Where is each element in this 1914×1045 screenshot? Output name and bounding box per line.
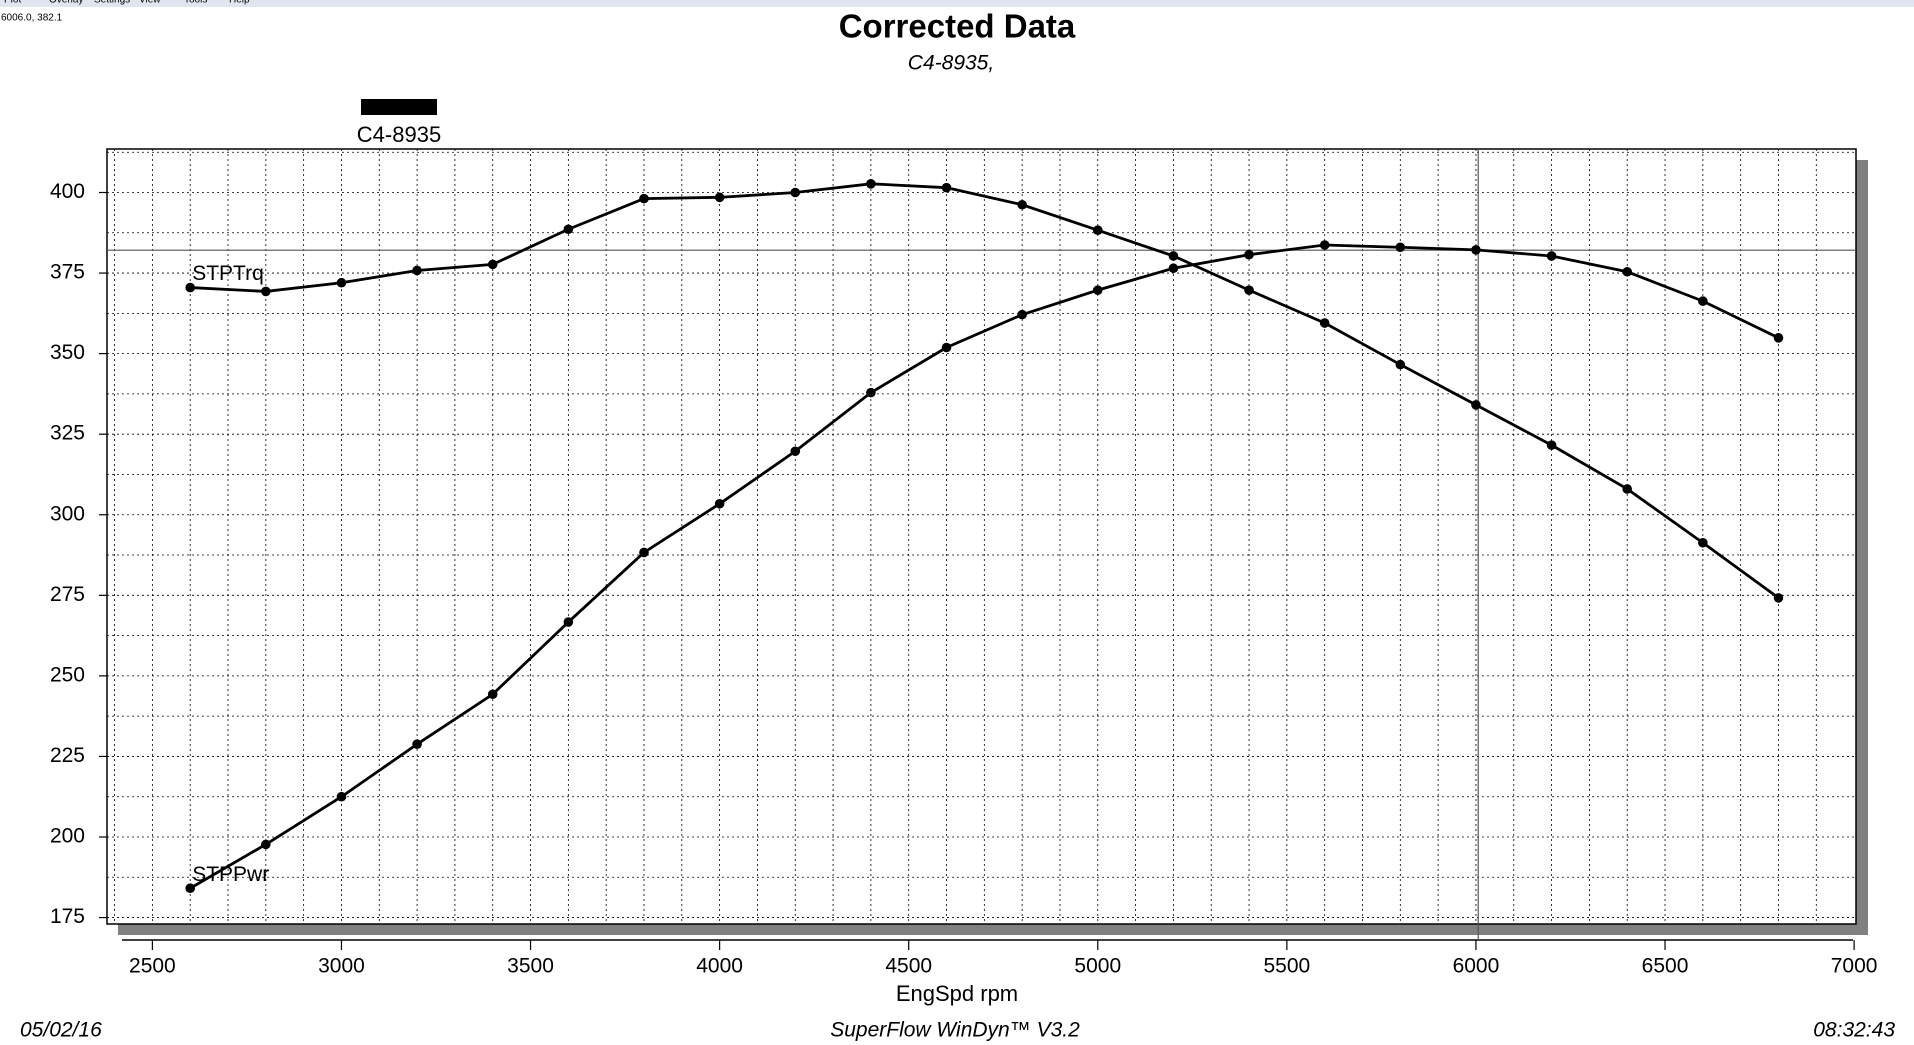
x-tick-label: 3500 bbox=[507, 955, 554, 978]
menu-bar bbox=[0, 0, 1914, 7]
data-point bbox=[185, 883, 195, 894]
data-point bbox=[1092, 225, 1103, 236]
series-line bbox=[190, 182, 1780, 600]
y-tick-label: 250 bbox=[50, 663, 85, 686]
data-point bbox=[1546, 251, 1557, 261]
data-point bbox=[714, 498, 725, 509]
legend-swatch bbox=[361, 99, 437, 115]
footer-software: SuperFlow WinDyn™ V3.2 bbox=[830, 1019, 1080, 1042]
data-point bbox=[1471, 245, 1481, 255]
data-point bbox=[563, 224, 574, 235]
data-point bbox=[487, 259, 498, 270]
footer-time: 08:32:43 bbox=[1813, 1019, 1895, 1042]
data-point bbox=[563, 617, 574, 627]
data-point bbox=[1244, 285, 1254, 295]
data-point bbox=[866, 387, 876, 398]
data-point bbox=[941, 342, 952, 353]
data-point bbox=[336, 277, 347, 288]
frame-shadow bbox=[118, 924, 1868, 935]
data-point bbox=[1698, 296, 1708, 306]
legend-label: C4-8935 bbox=[357, 122, 441, 147]
x-axis-label: EngSpd rpm bbox=[896, 981, 1018, 1006]
data-point bbox=[1622, 266, 1633, 277]
y-tick-label: 275 bbox=[50, 583, 85, 606]
data-point bbox=[1395, 242, 1406, 253]
data-point bbox=[1092, 285, 1103, 295]
data-point bbox=[1395, 359, 1406, 370]
data-point bbox=[1471, 400, 1481, 410]
menu-item: Help bbox=[229, 0, 250, 6]
menu: Plot Overlay Settings View Tools Help bbox=[4, 0, 250, 6]
chart-subtitle: C4-8935, bbox=[908, 52, 994, 75]
frame-shadow bbox=[1856, 160, 1868, 935]
menu-item: View bbox=[139, 0, 161, 6]
data-point bbox=[790, 187, 801, 198]
data-point bbox=[185, 282, 195, 293]
data-point bbox=[1168, 263, 1179, 274]
footer-date: 05/02/16 bbox=[20, 1019, 102, 1042]
x-tick-label: 5000 bbox=[1074, 955, 1121, 978]
data-point bbox=[639, 193, 649, 204]
data-point bbox=[261, 839, 271, 850]
y-tick-label: 225 bbox=[50, 744, 85, 767]
y-tick-label: 375 bbox=[50, 261, 85, 284]
cursor-readout: 6006.0, 382.1 bbox=[1, 13, 63, 24]
data-point bbox=[412, 739, 422, 749]
data-point bbox=[1622, 484, 1633, 494]
data-point bbox=[1017, 199, 1027, 210]
y-tick-label: 350 bbox=[50, 341, 85, 364]
menu-item: Plot bbox=[4, 0, 21, 6]
data-point bbox=[1319, 240, 1330, 250]
data-point bbox=[1319, 318, 1330, 328]
menu-item: Overlay bbox=[49, 0, 83, 6]
x-tick-label: 5500 bbox=[1264, 955, 1311, 978]
data-point bbox=[1698, 537, 1708, 548]
data-point bbox=[1017, 309, 1027, 320]
series-label: STPTrq bbox=[192, 262, 264, 285]
y-tick-label: 300 bbox=[50, 502, 85, 525]
x-tick-label: 6000 bbox=[1453, 955, 1500, 978]
x-tick-label: 4500 bbox=[885, 955, 932, 978]
data-point bbox=[261, 286, 271, 297]
series-label: STPPwr bbox=[192, 863, 269, 886]
menu-item: Settings bbox=[94, 0, 130, 6]
y-tick-label: 200 bbox=[50, 825, 85, 848]
data-point bbox=[866, 179, 876, 189]
chart-title: Corrected Data bbox=[839, 8, 1076, 45]
y-tick-label: 400 bbox=[50, 180, 85, 203]
y-tick-label: 175 bbox=[50, 905, 85, 928]
data-point bbox=[790, 446, 801, 457]
x-tick-label: 4000 bbox=[696, 955, 743, 978]
data-point bbox=[412, 265, 422, 276]
plot-frame bbox=[106, 148, 1857, 925]
series-line bbox=[189, 243, 1780, 890]
data-point bbox=[336, 791, 347, 802]
data-point bbox=[1168, 251, 1179, 261]
data-point bbox=[1546, 440, 1557, 450]
x-tick-label: 6500 bbox=[1642, 955, 1689, 978]
data-point bbox=[714, 192, 725, 203]
data-point bbox=[1244, 249, 1254, 260]
y-tick-label: 325 bbox=[50, 422, 85, 445]
x-tick-label: 2500 bbox=[129, 955, 176, 978]
data-point bbox=[1773, 593, 1784, 603]
data-point bbox=[1773, 333, 1784, 343]
menu-item: Tools bbox=[184, 0, 207, 6]
x-tick-label: 3000 bbox=[318, 955, 365, 978]
data-point bbox=[941, 182, 952, 193]
data-point bbox=[487, 689, 498, 700]
x-tick-label: 7000 bbox=[1831, 955, 1878, 978]
data-point bbox=[639, 547, 649, 558]
